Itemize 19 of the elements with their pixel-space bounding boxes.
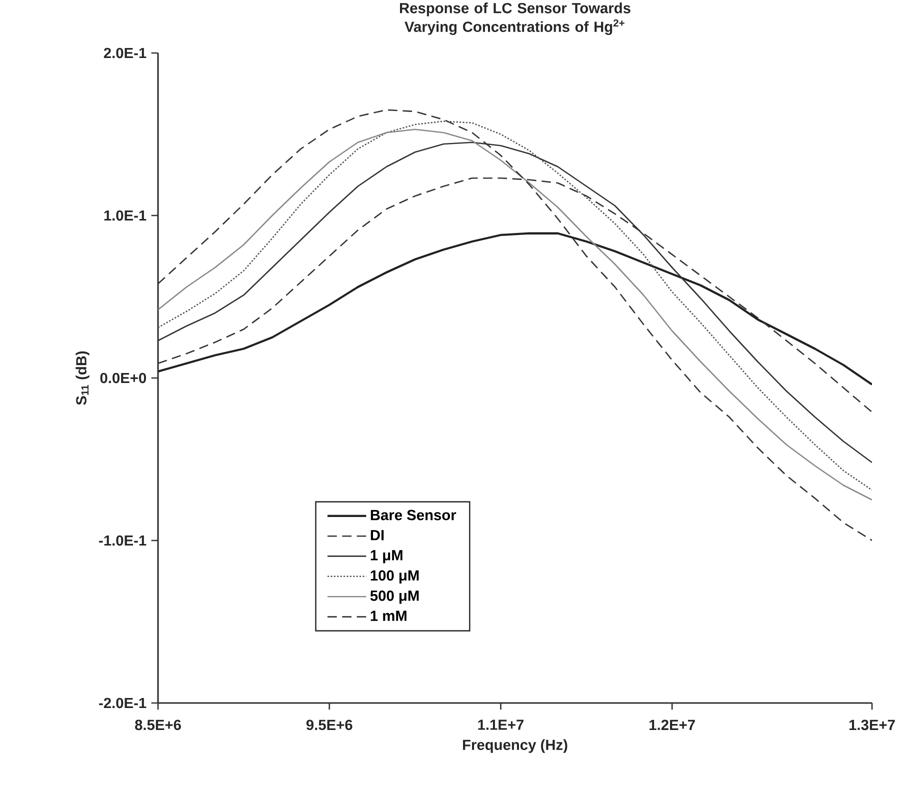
legend-label: 1 μM [370, 550, 402, 564]
legend-label: 500 μM [370, 590, 419, 604]
legend-label: 1 mM [370, 610, 406, 621]
y-tick-label: -2.0E-1 [99, 698, 146, 708]
y-axis-title: S$_{11}$ (dB) [76, 351, 90, 405]
legend-label: DI [370, 530, 384, 540]
x-tick-label: 1.3E+7 [849, 720, 895, 730]
y-tick-label: 2.0E-1 [104, 48, 146, 58]
x-tick-label: 9.5E+6 [306, 720, 352, 730]
legend-label: Bare Sensor [370, 510, 456, 520]
legend-label: 100 μM [370, 570, 419, 584]
x-tick-label: 1.2E+7 [650, 720, 695, 730]
x-tick-label: 8.5E+6 [135, 720, 181, 730]
y-tick-label: -1.0E-1 [99, 535, 146, 546]
y-tick-label: 1.0E-1 [104, 210, 146, 221]
x-axis-title: Frequency (Hz) [463, 739, 568, 753]
x-tick-label: 1.1E+7 [478, 720, 524, 730]
chart-title: Response of LC Sensor Towards Varying Concentrations of Hg$^{2+}$ [400, 2, 630, 35]
y-tick-label: 0.0E+0 [100, 372, 146, 384]
